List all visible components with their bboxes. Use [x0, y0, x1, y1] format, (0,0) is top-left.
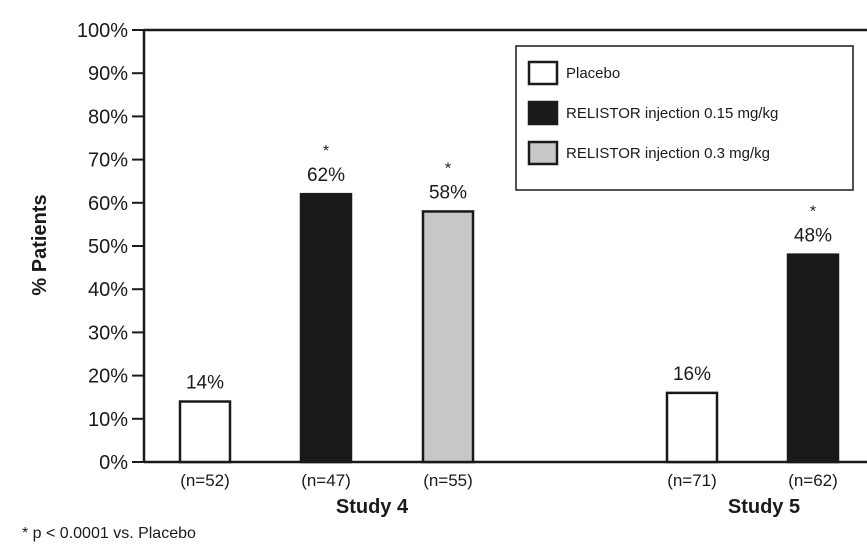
significance-star: *	[810, 204, 816, 221]
y-axis-ticks: 0% 10% 20% 30% 40% 50% 60% 70% 80% 90% 100%	[77, 20, 144, 474]
y-axis-label-group: % Patients	[29, 194, 51, 295]
bar	[299, 192, 353, 464]
y-tick-label: 60%	[88, 193, 128, 215]
bar	[665, 391, 719, 464]
bar	[178, 400, 232, 464]
data-label: 16%	[673, 364, 711, 385]
y-tick-label: 80%	[88, 106, 128, 128]
y-tick-label: 0%	[99, 452, 128, 474]
data-label: 62%	[307, 165, 345, 186]
legend-swatch	[527, 60, 559, 86]
y-tick-label: 30%	[88, 322, 128, 344]
legend-label: RELISTOR injection 0.3 mg/kg	[566, 145, 770, 162]
sample-size-label: (n=71)	[667, 471, 717, 490]
legend-box	[515, 45, 854, 191]
y-tick-label: 90%	[88, 63, 128, 85]
bars: 14% (n=52) 62% * (n=47) 58% * (n=55) Study 4 16% (…	[178, 143, 840, 518]
y-tick-label: 40%	[88, 279, 128, 301]
sample-size-label: (n=47)	[301, 471, 351, 490]
data-label: 14%	[186, 373, 224, 394]
significance-star: *	[323, 143, 329, 160]
legend-label: Placebo	[566, 65, 620, 82]
significance-star: *	[445, 160, 451, 177]
sample-size-label: (n=62)	[788, 471, 838, 490]
bar	[786, 253, 840, 464]
study-label: Study 5	[728, 496, 800, 518]
data-label: 58%	[429, 182, 467, 203]
bar	[421, 210, 475, 464]
data-label: 48%	[794, 226, 832, 247]
sample-size-label: (n=55)	[423, 471, 473, 490]
study-label: Study 4	[336, 496, 409, 518]
y-tick-label: 20%	[88, 366, 128, 388]
legend-swatch	[527, 140, 559, 166]
legend-swatch	[527, 100, 559, 126]
axes	[142, 28, 867, 464]
y-tick-label: 50%	[88, 236, 128, 258]
y-axis-label: % Patients	[29, 194, 51, 295]
y-tick-label: 100%	[77, 20, 128, 42]
y-tick-label: 10%	[88, 409, 128, 431]
legend-label: RELISTOR injection 0.15 mg/kg	[566, 105, 778, 122]
legend: Placebo RELISTOR injection 0.15 mg/kg RELI…	[515, 45, 854, 191]
footnote: * p < 0.0001 vs. Placebo	[22, 525, 196, 542]
y-tick-label: 70%	[88, 150, 128, 172]
sample-size-label: (n=52)	[180, 471, 230, 490]
